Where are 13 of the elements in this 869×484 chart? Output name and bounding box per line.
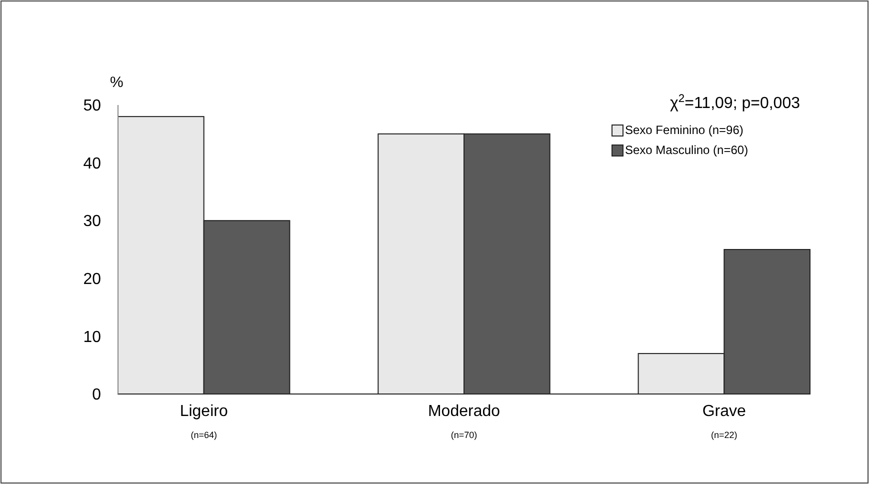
x-tick-label: Ligeiro (n=64)	[180, 403, 228, 440]
annotation: χ$^{2}$=11,09; p=0,003	[670, 93, 800, 112]
y-axis-title: %	[110, 74, 124, 91]
x-tick-label: Moderado (n=70)	[428, 403, 500, 440]
y-tick-label: 0	[92, 386, 102, 404]
y-tick-label: 50	[83, 98, 102, 115]
y-tick-label: 30	[83, 213, 102, 230]
y-tick-label: 20	[83, 271, 102, 288]
y-tick-label: 10	[83, 328, 102, 346]
legend-label: Sexo Masculino (n=60)	[625, 143, 748, 157]
legend-label: Sexo Feminino (n=96)	[625, 123, 744, 137]
x-tick-label: Grave (n=22)	[702, 403, 746, 440]
y-tick-label: 40	[83, 155, 102, 172]
